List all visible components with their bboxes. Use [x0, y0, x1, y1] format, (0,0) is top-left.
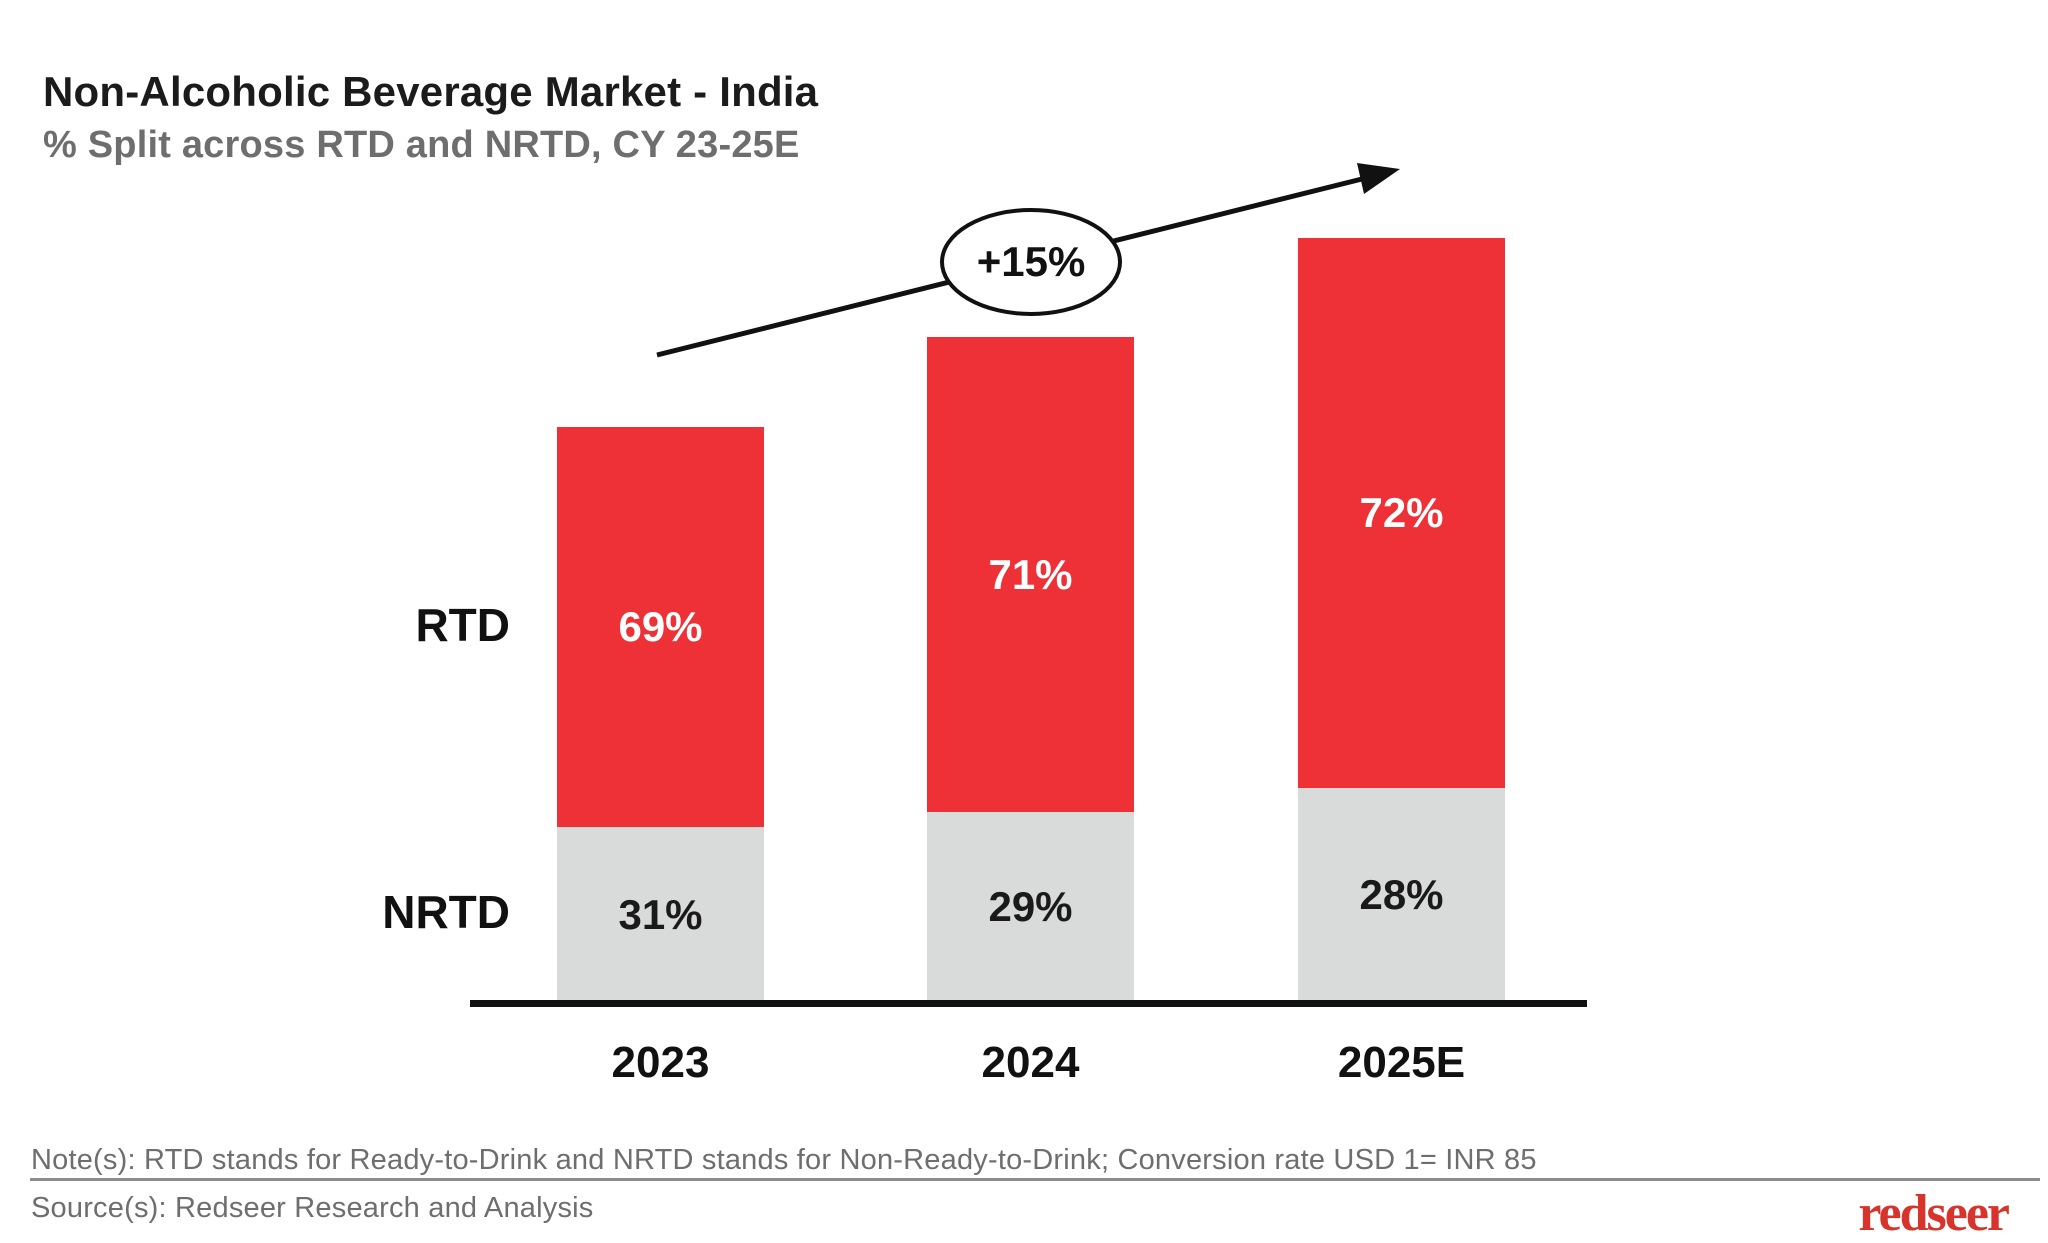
x-axis-label-2025E: 2025E	[1337, 1038, 1466, 1087]
rtd-segment-2023: 69%	[557, 427, 764, 827]
series-label-rtd: RTD	[415, 599, 510, 651]
rtd-value-label: 71%	[988, 550, 1073, 598]
nrtd-value-label: 29%	[988, 883, 1073, 930]
growth-badge-label: +15%	[976, 238, 1086, 285]
x-axis-label-2024: 2024	[981, 1038, 1080, 1087]
rtd-value-label: 72%	[1359, 489, 1444, 536]
nrtd-segment-2023: 31%	[557, 827, 764, 1002]
series-label-nrtd: NRTD	[382, 886, 510, 938]
nrtd-value-label: 31%	[618, 890, 703, 938]
page-title: Non-Alcoholic Beverage Market - India	[43, 68, 819, 115]
bar-group-2024: 71% 29% 2024	[927, 337, 1134, 1087]
rtd-segment-2024: 71%	[927, 337, 1134, 812]
bar-group-2025E: 72% 28% 2025E	[1298, 238, 1505, 1087]
rtd-segment-2025E: 72%	[1298, 238, 1505, 788]
x-axis-label-2023: 2023	[611, 1038, 710, 1087]
growth-arrow-head	[1357, 163, 1400, 194]
nrtd-segment-2025E: 28%	[1298, 788, 1505, 1002]
footer-divider	[30, 1178, 2040, 1181]
source-text: Source(s): Redseer Research and Analysis	[31, 1192, 594, 1224]
rtd-value-label: 69%	[618, 603, 703, 650]
nrtd-segment-2024: 29%	[927, 812, 1134, 1002]
page-subtitle: % Split across RTD and NRTD, CY 23-25E	[43, 124, 800, 166]
x-axis-line	[470, 1000, 1587, 1007]
bar-group-2023: 69% 31% 2023	[557, 427, 764, 1087]
note-text: Note(s): RTD stands for Ready-to-Drink a…	[31, 1144, 1537, 1176]
nrtd-value-label: 28%	[1359, 871, 1444, 918]
redseer-logo: redseer	[1858, 1185, 2010, 1242]
